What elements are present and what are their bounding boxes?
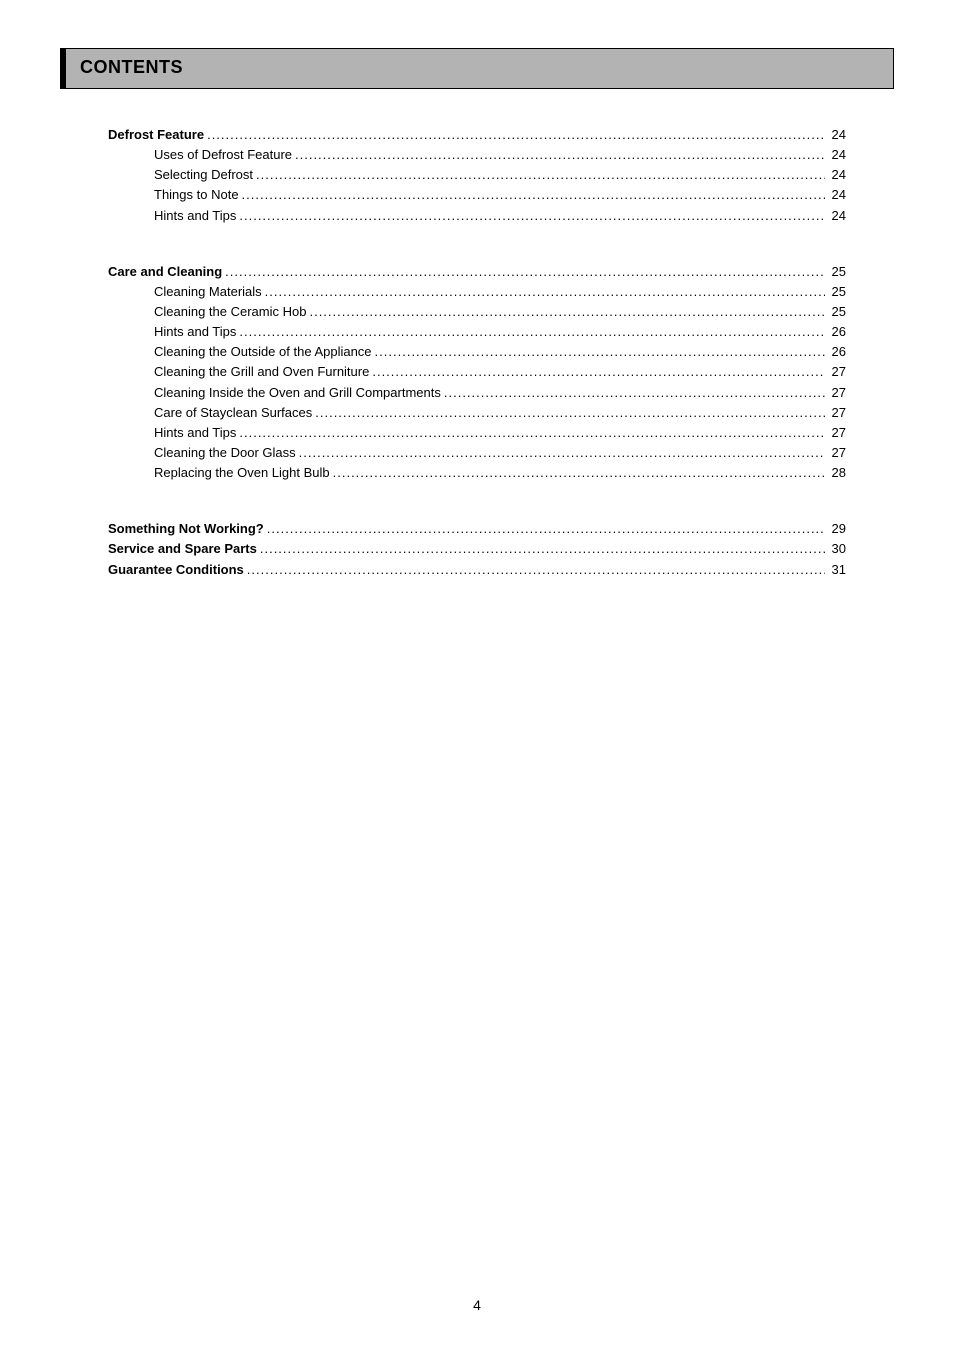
toc-item-row: Replacing the Oven Light Bulb 28 (108, 463, 846, 483)
toc-leader (299, 443, 825, 463)
toc-heading-page: 30 (828, 539, 846, 559)
toc-heading-label: Care and Cleaning (108, 262, 222, 282)
toc-leader (225, 262, 825, 282)
toc-leader (267, 519, 825, 539)
toc-heading-label: Guarantee Conditions (108, 560, 244, 580)
toc-leader (247, 560, 825, 580)
toc-leader (309, 302, 825, 322)
toc-item-page: 26 (828, 322, 846, 342)
toc-item-page: 26 (828, 342, 846, 362)
toc-item-row: Selecting Defrost 24 (108, 165, 846, 185)
toc-item-label: Cleaning Inside the Oven and Grill Compa… (154, 383, 441, 403)
toc-item-label: Cleaning the Door Glass (154, 443, 296, 463)
toc-leader (372, 362, 825, 382)
toc-item-row: Hints and Tips 24 (108, 206, 846, 226)
toc-item-row: Cleaning the Grill and Oven Furniture 27 (108, 362, 846, 382)
toc-item-label: Things to Note (154, 185, 239, 205)
toc-section: Care and Cleaning 25 Cleaning Materials … (108, 262, 846, 484)
toc-heading-row: Care and Cleaning 25 (108, 262, 846, 282)
toc-item-label: Hints and Tips (154, 423, 236, 443)
toc-item-page: 28 (828, 463, 846, 483)
toc-item-page: 24 (828, 145, 846, 165)
toc-heading-row: Something Not Working? 29 (108, 519, 846, 539)
toc-item-label: Cleaning Materials (154, 282, 262, 302)
toc-heading-page: 29 (828, 519, 846, 539)
toc-item-page: 24 (828, 206, 846, 226)
toc-leader (242, 185, 825, 205)
contents-title: CONTENTS (80, 57, 183, 77)
toc-item-row: Cleaning the Outside of the Appliance 26 (108, 342, 846, 362)
toc-item-row: Cleaning the Ceramic Hob 25 (108, 302, 846, 322)
toc-item-label: Selecting Defrost (154, 165, 253, 185)
toc-leader (333, 463, 825, 483)
toc-item-row: Hints and Tips 26 (108, 322, 846, 342)
toc-leader (260, 539, 825, 559)
toc-item-row: Cleaning Materials 25 (108, 282, 846, 302)
toc-item-label: Hints and Tips (154, 206, 236, 226)
contents-header-inner: CONTENTS (66, 48, 894, 89)
toc-item-label: Cleaning the Grill and Oven Furniture (154, 362, 369, 382)
contents-header-block: CONTENTS (60, 48, 894, 89)
toc-heading-page: 24 (828, 125, 846, 145)
toc-leader (239, 423, 825, 443)
toc-heading-row: Service and Spare Parts 30 (108, 539, 846, 559)
toc-item-row: Things to Note 24 (108, 185, 846, 205)
toc-leader (444, 383, 825, 403)
toc-item-label: Hints and Tips (154, 322, 236, 342)
toc-item-row: Cleaning Inside the Oven and Grill Compa… (108, 383, 846, 403)
toc-heading-label: Defrost Feature (108, 125, 204, 145)
toc-heading-label: Service and Spare Parts (108, 539, 257, 559)
toc-section: Something Not Working? 29 Service and Sp… (108, 519, 846, 579)
toc-leader (239, 206, 825, 226)
toc-item-label: Uses of Defrost Feature (154, 145, 292, 165)
toc-item-label: Cleaning the Ceramic Hob (154, 302, 306, 322)
toc-item-page: 27 (828, 383, 846, 403)
toc-heading-page: 31 (828, 560, 846, 580)
toc-leader (239, 322, 825, 342)
page-container: CONTENTS Defrost Feature 24 Uses of Defr… (0, 0, 954, 1351)
page-number: 4 (0, 1297, 954, 1313)
toc-item-label: Cleaning the Outside of the Appliance (154, 342, 372, 362)
toc-item-page: 27 (828, 423, 846, 443)
toc-item-row: Cleaning the Door Glass 27 (108, 443, 846, 463)
toc-item-page: 25 (828, 302, 846, 322)
toc-item-page: 27 (828, 443, 846, 463)
toc-item-label: Care of Stayclean Surfaces (154, 403, 312, 423)
toc-item-label: Replacing the Oven Light Bulb (154, 463, 330, 483)
toc-item-page: 24 (828, 165, 846, 185)
toc-item-page: 27 (828, 403, 846, 423)
toc-heading-page: 25 (828, 262, 846, 282)
toc-leader (375, 342, 825, 362)
toc-item-page: 27 (828, 362, 846, 382)
toc-leader (207, 125, 825, 145)
toc-leader (256, 165, 825, 185)
toc-heading-row: Guarantee Conditions 31 (108, 560, 846, 580)
toc-item-row: Hints and Tips 27 (108, 423, 846, 443)
toc-heading-label: Something Not Working? (108, 519, 264, 539)
toc-item-page: 24 (828, 185, 846, 205)
toc-heading-row: Defrost Feature 24 (108, 125, 846, 145)
toc-section: Defrost Feature 24 Uses of Defrost Featu… (108, 125, 846, 226)
toc-leader (265, 282, 825, 302)
toc-item-row: Uses of Defrost Feature 24 (108, 145, 846, 165)
toc-item-page: 25 (828, 282, 846, 302)
toc-leader (315, 403, 825, 423)
toc-item-row: Care of Stayclean Surfaces 27 (108, 403, 846, 423)
toc-leader (295, 145, 825, 165)
